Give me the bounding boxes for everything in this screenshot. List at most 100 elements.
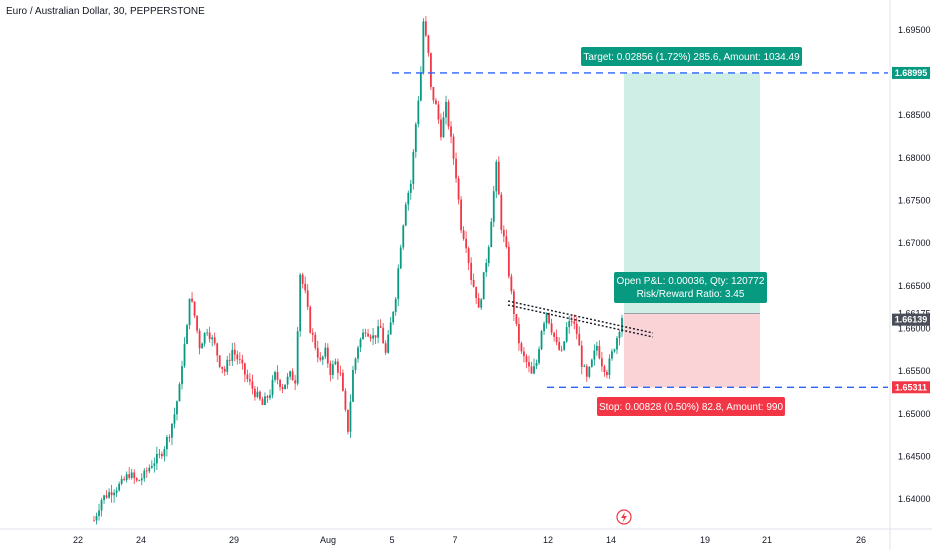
candle-body (266, 396, 269, 398)
candle-body (364, 332, 367, 334)
candle-body (409, 183, 412, 193)
candle-body (100, 500, 103, 511)
candle-body (545, 313, 548, 324)
candle-body (540, 331, 543, 350)
candle-body (389, 322, 392, 335)
candle-body (203, 332, 206, 344)
lightning-icon[interactable] (616, 509, 632, 525)
candle-body (93, 520, 95, 522)
candle-body (153, 463, 156, 466)
candle-body (123, 478, 126, 480)
candle-body (452, 136, 455, 159)
candle-body (98, 510, 100, 516)
stop-label: Stop: 0.00828 (0.50%) 82.8, Amount: 990 (597, 397, 785, 416)
candle-body (311, 332, 314, 335)
candle-body (218, 355, 221, 367)
candle-body (414, 124, 417, 152)
candle-body (387, 334, 390, 353)
candle-body (342, 372, 344, 391)
candle-body (228, 359, 231, 361)
candle-body (570, 321, 573, 323)
long-position-tool[interactable] (624, 72, 760, 388)
candle-body (598, 345, 601, 359)
candle-body (616, 338, 618, 350)
candle-body (553, 332, 556, 337)
candle-body (296, 331, 299, 384)
candle-body (382, 327, 385, 344)
candle-body (133, 472, 136, 479)
candle-body (500, 194, 503, 230)
candle-body (246, 374, 249, 380)
candle-body (135, 478, 138, 481)
candle-body (166, 436, 168, 450)
price-tag-current: 1.66139 (892, 313, 930, 326)
candle-body (115, 490, 118, 493)
candle-body (183, 343, 186, 367)
candle-body (193, 301, 196, 316)
candle-body (515, 313, 518, 324)
candle-body (344, 390, 347, 410)
candle-body (417, 100, 420, 125)
candle-body (108, 492, 110, 498)
candle-body (306, 290, 309, 307)
candlestick-series (93, 16, 623, 525)
candle-body (505, 236, 508, 247)
candle-body (110, 492, 113, 496)
y-tick-label: 1.65500 (898, 366, 931, 376)
candle-body (435, 100, 437, 105)
candle-body (276, 372, 279, 380)
candle-body (377, 326, 380, 338)
candle-body (543, 323, 545, 332)
x-tick-label: 22 (73, 535, 83, 545)
candle-body (568, 321, 571, 328)
trend-line[interactable] (507, 300, 654, 338)
candle-body (585, 366, 588, 377)
candle-body (487, 247, 490, 264)
candle-body (497, 161, 500, 195)
candle-body (490, 221, 493, 248)
candle-body (357, 347, 359, 359)
y-tick-label: 1.67500 (898, 196, 931, 206)
y-tick-label: 1.64500 (898, 451, 931, 461)
candle-body (206, 332, 209, 334)
loss-zone[interactable] (624, 313, 760, 388)
candle-body (588, 366, 591, 377)
candle-body (533, 366, 535, 374)
candle-body (465, 238, 468, 249)
candle-body (470, 262, 473, 280)
time-scale[interactable]: 22 24 29 Aug 5 7 12 14 19 21 26 (73, 535, 866, 545)
x-tick-label: 24 (136, 535, 146, 545)
svg-text:Stop: 0.00828 (0.50%) 82.8, Am: Stop: 0.00828 (0.50%) 82.8, Amount: 990 (599, 402, 783, 413)
candle-body (583, 366, 586, 368)
candle-body (264, 396, 266, 405)
x-tick-label: 29 (229, 535, 239, 545)
candle-body (304, 283, 307, 291)
candle-body (259, 391, 261, 400)
candle-body (412, 151, 415, 184)
candle-body (354, 358, 357, 370)
candle-body (480, 299, 483, 308)
candle-body (163, 449, 166, 457)
candle-body (475, 286, 478, 299)
y-tick-label: 1.69500 (898, 25, 931, 35)
candle-body (590, 359, 593, 367)
candle-body (221, 366, 224, 369)
candle-body (397, 268, 400, 299)
candle-body (286, 376, 289, 385)
candle-body (518, 323, 520, 344)
candle-body (445, 101, 447, 118)
candle-body (419, 72, 422, 101)
candle-body (460, 199, 462, 231)
candle-body (611, 351, 613, 359)
svg-text:1.66175: 1.66175 (898, 309, 931, 319)
candle-body (580, 345, 583, 367)
candle-body (118, 483, 121, 491)
candle-body (271, 379, 274, 396)
y-tick-label: 1.66500 (898, 281, 931, 291)
candle-body (520, 343, 523, 352)
candle-body (233, 349, 236, 355)
candle-body (440, 119, 442, 138)
candle-body (402, 225, 405, 248)
candle-body (289, 371, 292, 377)
